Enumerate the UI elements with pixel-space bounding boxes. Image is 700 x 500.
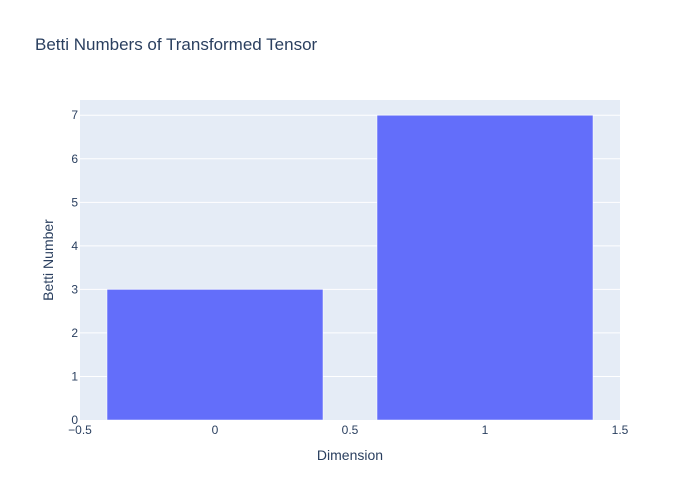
- y-axis-title: Betti Number: [40, 219, 56, 301]
- bar[interactable]: [376, 114, 594, 421]
- x-axis-ticks: −0.5 0 0.5 1 1.5: [68, 423, 629, 437]
- y-tick-label: 5: [71, 195, 78, 209]
- x-tick-label: −0.5: [68, 423, 92, 437]
- chart-title: Betti Numbers of Transformed Tensor: [35, 35, 318, 54]
- y-tick-label: 1: [71, 369, 78, 383]
- y-tick-label: 6: [71, 152, 78, 166]
- bars: [106, 114, 594, 421]
- y-tick-label: 2: [71, 326, 78, 340]
- x-tick-label: 0.5: [342, 423, 359, 437]
- y-tick-label: 7: [71, 108, 78, 122]
- x-axis-title: Dimension: [317, 447, 383, 463]
- x-tick-label: 1.5: [612, 423, 629, 437]
- x-tick-label: 1: [482, 423, 489, 437]
- bar[interactable]: [106, 289, 324, 421]
- y-tick-label: 3: [71, 282, 78, 296]
- x-tick-label: 0: [212, 423, 219, 437]
- y-axis-ticks: 0 1 2 3 4 5 6 7: [71, 108, 78, 427]
- y-tick-label: 0: [71, 413, 78, 427]
- y-tick-label: 4: [71, 239, 78, 253]
